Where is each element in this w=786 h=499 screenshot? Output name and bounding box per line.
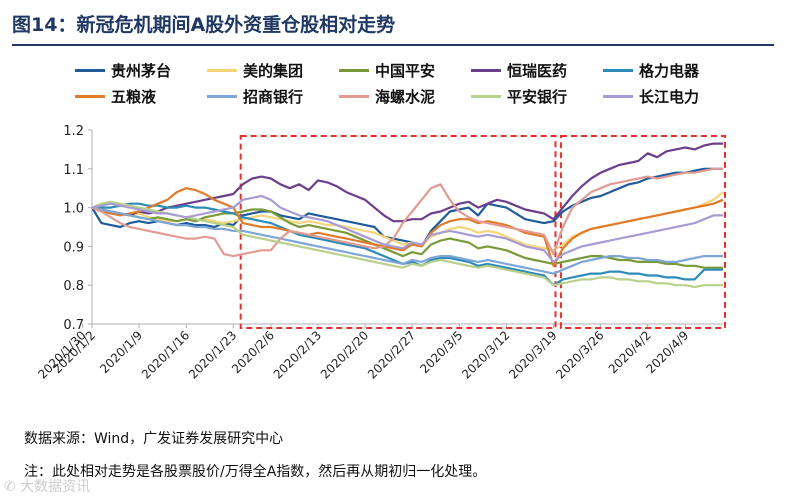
legend-swatch-2 (339, 68, 369, 72)
x-tick-label-1: 2020/1/9 (97, 328, 145, 376)
y-tick-label-3: 1.0 (63, 202, 84, 217)
legend-swatch-9 (603, 94, 633, 98)
legend-swatch-5 (75, 94, 105, 98)
legend-item-5: 五粮液 (75, 86, 207, 107)
x-tick-label-10: 2020/3/12 (459, 328, 512, 381)
y-tick-label-0: 0.7 (63, 318, 84, 333)
series-line-6 (91, 206, 723, 275)
series-line-5 (91, 187, 724, 267)
series-line-3 (91, 142, 723, 223)
y-tick-label-4: 1.1 (63, 163, 84, 178)
legend-label-4: 格力电器 (639, 61, 700, 80)
title-underline (12, 44, 774, 46)
x-tick-label-6: 2020/2/13 (271, 328, 324, 381)
series-line-7 (91, 167, 723, 258)
series-line-9 (91, 194, 723, 263)
chart-legend: 贵州茅台 美的集团 中国平安 恒瑞医药 格力电器 五粮液 招商银行 海螺水泥 平… (75, 57, 775, 109)
legend-swatch-0 (75, 68, 105, 72)
legend-swatch-6 (207, 94, 237, 98)
legend-item-3: 恒瑞医药 (471, 60, 603, 81)
legend-label-9: 长江电力 (639, 87, 700, 106)
legend-item-1: 美的集团 (207, 60, 339, 81)
legend-label-2: 中国平安 (375, 61, 436, 80)
x-tick-label-11: 2020/3/19 (506, 328, 559, 381)
legend-item-8: 平安银行 (471, 86, 603, 107)
x-tick-label-7: 2020/2/20 (318, 328, 371, 381)
legend-label-7: 海螺水泥 (375, 87, 436, 106)
x-tick-label-9: 2020/3/5 (417, 328, 465, 376)
x-tick-label-3: 2020/1/23 (186, 328, 239, 381)
watermark: ✆ 大数据资讯 (4, 479, 91, 495)
legend-label-1: 美的集团 (243, 61, 304, 80)
legend-label-5: 五粮液 (111, 87, 157, 106)
legend-swatch-3 (471, 68, 501, 72)
legend-item-7: 海螺水泥 (339, 86, 471, 107)
legend-label-0: 贵州茅台 (111, 61, 172, 80)
legend-label-3: 恒瑞医药 (507, 61, 568, 80)
y-tick-label-1: 0.8 (63, 279, 84, 294)
x-tick-label-8: 2020/2/27 (365, 328, 418, 381)
x-tick-label-2: 2020/1/16 (139, 328, 192, 381)
y-tick-label-2: 0.9 (63, 240, 84, 255)
legend-item-0: 贵州茅台 (75, 60, 207, 81)
x-tick-label-12: 2020/3/26 (553, 328, 606, 381)
chart-title: 图14：新冠危机期间A股外资重仓股相对走势 (12, 14, 396, 36)
legend-item-6: 招商银行 (207, 86, 339, 107)
highlight-box-1 (559, 135, 726, 329)
legend-item-2: 中国平安 (339, 60, 471, 81)
footnote: 注：此处相对走势是各股票股价/万得全A指数，然后再从期初归一化处理。 (24, 464, 487, 480)
legend-swatch-1 (207, 68, 237, 72)
legend-item-4: 格力电器 (603, 60, 735, 81)
legend-swatch-8 (471, 94, 501, 98)
legend-row-1: 贵州茅台 美的集团 中国平安 恒瑞医药 格力电器 (75, 57, 775, 83)
y-tick-label-5: 1.2 (63, 124, 84, 139)
series-line-8 (91, 200, 723, 289)
source-note: 数据来源：Wind，广发证券发展研究中心 (24, 431, 284, 447)
series-line-0 (91, 167, 723, 248)
legend-label-6: 招商银行 (243, 87, 304, 106)
highlight-box-0 (239, 135, 557, 329)
legend-item-9: 长江电力 (603, 86, 735, 107)
legend-swatch-7 (339, 94, 369, 98)
legend-row-2: 五粮液 招商银行 海螺水泥 平安银行 长江电力 (75, 83, 775, 109)
legend-label-8: 平安银行 (507, 87, 568, 106)
legend-swatch-4 (603, 68, 633, 72)
